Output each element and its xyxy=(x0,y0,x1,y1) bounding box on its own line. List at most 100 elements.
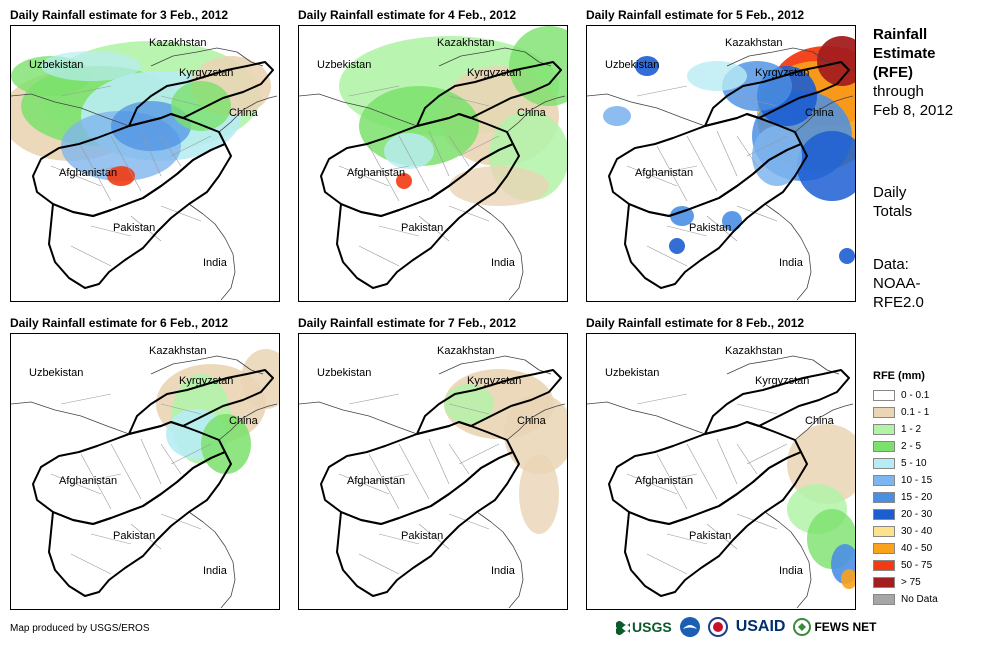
border-uzbekistan xyxy=(11,93,130,127)
legend-label: > 75 xyxy=(901,577,921,588)
country-label-afghanistan: Afghanistan xyxy=(347,167,405,179)
border-pakistan xyxy=(624,143,808,289)
legend-label: 0.1 - 1 xyxy=(901,407,930,418)
legend-swatch xyxy=(873,390,895,401)
border-kazakhstan xyxy=(150,355,264,375)
totals-line2: Totals xyxy=(873,203,913,220)
rainfall-area xyxy=(396,173,412,189)
legend-swatch xyxy=(873,475,895,486)
border-central-asia xyxy=(704,369,850,435)
rainfall-area xyxy=(41,51,141,81)
doc-seal-logo xyxy=(707,617,728,637)
rainfall-area xyxy=(669,238,685,254)
province-lines xyxy=(338,85,500,267)
country-label-afghanistan: Afghanistan xyxy=(635,475,693,487)
legend-item: 40 - 50 xyxy=(873,540,938,557)
border-kazakhstan xyxy=(438,47,552,67)
border-central-asia xyxy=(128,61,274,127)
legend-label: 50 - 75 xyxy=(901,560,933,571)
fews-net-logo-text: FEWS NET xyxy=(814,620,877,634)
border-pakistan xyxy=(336,143,520,289)
noaa-logo xyxy=(679,617,700,637)
legend-label: 40 - 50 xyxy=(901,543,933,554)
country-label-afghanistan: Afghanistan xyxy=(59,167,117,179)
province-lines xyxy=(50,85,212,267)
border-china xyxy=(218,403,278,441)
country-label-pakistan: Pakistan xyxy=(113,530,155,542)
legend: RFE (mm) 0 - 0.1 0.1 - 1 1 - 2 2 - 5 5 - 10 1… xyxy=(873,370,938,608)
country-label-india: India xyxy=(491,257,516,269)
rainfall-area xyxy=(839,248,855,264)
legend-label: 1 - 2 xyxy=(901,424,922,435)
province-lines xyxy=(626,393,788,575)
map-canvas: Kazakhstan Uzbekistan Kyrgyzstan China Afgha… xyxy=(11,37,278,301)
border-uzbekistan xyxy=(299,401,418,435)
country-label-china: China xyxy=(517,107,547,119)
border-china xyxy=(794,95,854,133)
country-label-afghanistan: Afghanistan xyxy=(635,167,693,179)
legend-item: 0.1 - 1 xyxy=(873,404,938,421)
rfe-title: Rainfall Estimate (RFE) through Feb 8, 2… xyxy=(873,25,953,120)
country-label-pakistan: Pakistan xyxy=(401,222,443,234)
panel-title: Daily Rainfall estimate for 8 Feb., 2012 xyxy=(586,316,805,330)
rainfall-area xyxy=(107,166,135,186)
usgs-logo-text: USGS xyxy=(632,619,672,635)
province-lines xyxy=(50,393,212,575)
country-label-india: India xyxy=(203,257,228,269)
rfe-title-line2: Estimate xyxy=(873,45,936,62)
legend-label: 30 - 40 xyxy=(901,526,933,537)
border-central-asia xyxy=(416,61,562,127)
rainfall-map: Kazakhstan Uzbekistan Kyrgyzstan China Afgha… xyxy=(586,333,856,610)
country-label-kazakhstan: Kazakhstan xyxy=(725,37,782,49)
province-lines xyxy=(338,393,500,575)
legend-swatch xyxy=(873,407,895,418)
border-kazakhstan xyxy=(438,355,552,375)
legend-swatch xyxy=(873,560,895,571)
logo-bar: USGS USAID FEWS NET xyxy=(616,617,876,637)
legend-label: No Data xyxy=(901,594,938,605)
legend-swatch xyxy=(873,577,895,588)
rainfall-area xyxy=(504,394,567,474)
legend-item: 30 - 40 xyxy=(873,523,938,540)
map-canvas: Kazakhstan Uzbekistan Kyrgyzstan China Afgha… xyxy=(299,26,567,301)
rainfall-area xyxy=(635,56,659,76)
border-uzbekistan xyxy=(587,401,706,435)
legend-item: 0 - 0.1 xyxy=(873,387,938,404)
rainfall-area xyxy=(797,131,855,201)
border-china xyxy=(794,403,854,441)
country-label-kazakhstan: Kazakhstan xyxy=(725,345,782,357)
map-panel-feb7: Daily Rainfall estimate for 7 Feb., 2012… xyxy=(298,316,568,610)
rainfall-map: Kazakhstan Uzbekistan Kyrgyzstan China Afgha… xyxy=(10,333,280,610)
legend-item: 50 - 75 xyxy=(873,557,938,574)
border-india xyxy=(764,511,812,609)
rainfall-area xyxy=(787,424,855,504)
country-label-uzbekistan: Uzbekistan xyxy=(317,59,371,71)
border-pakistan xyxy=(48,143,232,289)
daily-totals: Daily Totals xyxy=(873,183,912,221)
data-line2: NOAA- xyxy=(873,275,921,292)
through-date: Feb 8, 2012 xyxy=(873,102,954,119)
country-label-pakistan: Pakistan xyxy=(401,530,443,542)
country-label-afghanistan: Afghanistan xyxy=(59,475,117,487)
country-label-kazakhstan: Kazakhstan xyxy=(437,345,494,357)
legend-item: 15 - 20 xyxy=(873,489,938,506)
panel-title: Daily Rainfall estimate for 5 Feb., 2012 xyxy=(586,8,805,22)
border-pakistan xyxy=(624,451,808,597)
rainfall-area xyxy=(519,454,559,534)
border-central-asia xyxy=(704,61,850,127)
border-uzbekistan xyxy=(11,401,130,435)
legend-item: > 75 xyxy=(873,574,938,591)
legend-item: 10 - 15 xyxy=(873,472,938,489)
legend-swatch xyxy=(873,458,895,469)
legend-item: 2 - 5 xyxy=(873,438,938,455)
country-label-kazakhstan: Kazakhstan xyxy=(149,37,206,49)
country-label-uzbekistan: Uzbekistan xyxy=(605,367,659,379)
rainfall-map: Kazakhstan Uzbekistan Kyrgyzstan China Afgha… xyxy=(586,25,856,302)
legend-item: No Data xyxy=(873,591,938,608)
rainfall-area xyxy=(687,61,747,91)
country-label-uzbekistan: Uzbekistan xyxy=(29,367,83,379)
border-china xyxy=(506,403,566,441)
border-pakistan xyxy=(336,451,520,597)
border-central-asia xyxy=(128,369,274,435)
country-label-kazakhstan: Kazakhstan xyxy=(437,37,494,49)
